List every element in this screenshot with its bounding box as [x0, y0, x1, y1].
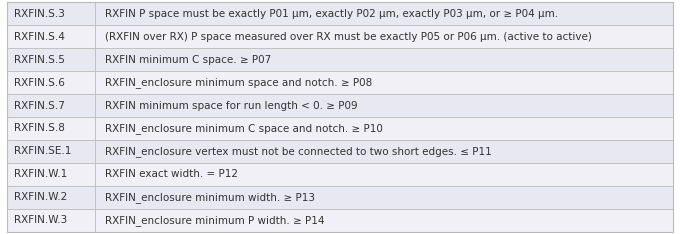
Text: RXFIN P space must be exactly P01 μm, exactly P02 μm, exactly P03 μm, or ≥ P04 μ: RXFIN P space must be exactly P01 μm, ex… [105, 9, 558, 19]
Text: RXFIN.S.4: RXFIN.S.4 [14, 32, 65, 42]
Text: RXFIN.S.8: RXFIN.S.8 [14, 124, 65, 133]
Bar [7, 94, 95, 117]
Bar [95, 71, 673, 94]
Text: RXFIN_enclosure vertex must not be connected to two short edges. ≤ P11: RXFIN_enclosure vertex must not be conne… [105, 146, 492, 157]
Bar [7, 186, 95, 209]
Text: RXFIN.W.3: RXFIN.W.3 [14, 215, 67, 225]
Bar [7, 117, 95, 140]
Text: RXFIN_enclosure minimum C space and notch. ≥ P10: RXFIN_enclosure minimum C space and notc… [105, 123, 383, 134]
Bar [7, 48, 95, 71]
Bar [95, 186, 673, 209]
Text: RXFIN_enclosure minimum P width. ≥ P14: RXFIN_enclosure minimum P width. ≥ P14 [105, 215, 324, 226]
Bar [95, 94, 673, 117]
Text: RXFIN minimum C space. ≥ P07: RXFIN minimum C space. ≥ P07 [105, 55, 271, 65]
Bar [7, 209, 95, 232]
Text: RXFIN.S.5: RXFIN.S.5 [14, 55, 65, 65]
Bar [95, 2, 673, 25]
Text: RXFIN.W.2: RXFIN.W.2 [14, 192, 67, 202]
Text: RXFIN.S.6: RXFIN.S.6 [14, 78, 65, 88]
Bar [95, 209, 673, 232]
Bar [7, 25, 95, 48]
Text: RXFIN.S.7: RXFIN.S.7 [14, 101, 65, 110]
Bar [95, 25, 673, 48]
Text: RXFIN_enclosure minimum width. ≥ P13: RXFIN_enclosure minimum width. ≥ P13 [105, 192, 315, 203]
Bar [95, 140, 673, 163]
Text: (RXFIN over RX) P space measured over RX must be exactly P05 or P06 μm. (active : (RXFIN over RX) P space measured over RX… [105, 32, 592, 42]
Bar [7, 71, 95, 94]
Bar [95, 163, 673, 186]
Text: RXFIN.S.3: RXFIN.S.3 [14, 9, 65, 19]
Bar [7, 2, 95, 25]
Bar [95, 48, 673, 71]
Bar [7, 163, 95, 186]
Text: RXFIN exact width. = P12: RXFIN exact width. = P12 [105, 169, 238, 179]
Text: RXFIN.W.1: RXFIN.W.1 [14, 169, 67, 179]
Bar [7, 140, 95, 163]
Text: RXFIN minimum space for run length < 0. ≥ P09: RXFIN minimum space for run length < 0. … [105, 101, 358, 110]
Text: RXFIN.SE.1: RXFIN.SE.1 [14, 146, 71, 156]
Text: RXFIN_enclosure minimum space and notch. ≥ P08: RXFIN_enclosure minimum space and notch.… [105, 77, 373, 88]
Bar [95, 117, 673, 140]
